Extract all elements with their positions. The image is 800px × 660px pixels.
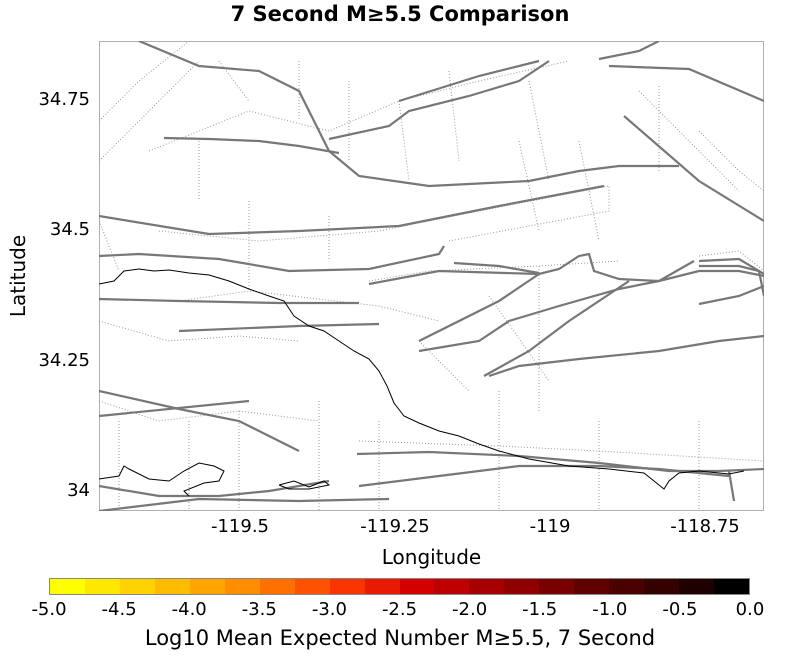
colorbar-swatch — [224, 579, 260, 594]
colorbar-swatch — [644, 579, 680, 594]
colorbar-swatch — [469, 579, 505, 594]
y-tick-label: 34 — [67, 480, 90, 501]
x-tick-label: -119.25 — [360, 516, 430, 537]
colorbar-swatch — [679, 579, 715, 594]
colorbar-swatch — [364, 579, 400, 594]
fault-outlines — [99, 41, 764, 511]
colorbar-tick-label: -3.5 — [241, 599, 277, 620]
x-axis-label: Longitude — [381, 545, 482, 569]
coastline — [99, 268, 745, 497]
colorbar-tick-label: -2.0 — [452, 599, 488, 620]
colorbar-tick-label: -2.5 — [381, 599, 418, 620]
colorbar-tick-label: -4.5 — [101, 599, 137, 620]
colorbar-tick-label: -5.0 — [31, 599, 67, 620]
y-tick-label: 34.25 — [38, 350, 90, 371]
colorbar-tick-label: -3.0 — [311, 599, 347, 620]
y-tick-label: 34.5 — [49, 219, 90, 240]
colorbar-swatch — [50, 579, 85, 594]
colorbar — [49, 578, 750, 595]
map-plot-area — [99, 41, 764, 511]
colorbar-swatch — [504, 579, 540, 594]
colorbar-swatch — [189, 579, 225, 594]
colorbar-swatch — [399, 579, 435, 594]
colorbar-swatch — [259, 579, 295, 594]
fault-traces — [99, 41, 764, 511]
colorbar-tick-label: -0.5 — [662, 599, 698, 620]
colorbar-tick-label: 0.0 — [735, 599, 765, 620]
x-tick-label: -118.75 — [670, 516, 740, 537]
fault-map — [99, 41, 764, 511]
colorbar-label: Log10 Mean Expected Number M≥5.5, 7 Seco… — [144, 626, 656, 650]
colorbar-swatch — [714, 579, 750, 594]
colorbar-tick-label: -1.0 — [592, 599, 628, 620]
colorbar-tick-label: -1.5 — [522, 599, 558, 620]
y-axis-label: Latitude — [6, 234, 30, 318]
colorbar-swatch — [539, 579, 575, 594]
colorbar-swatch — [84, 579, 120, 594]
colorbar-swatch — [154, 579, 190, 594]
colorbar-swatch — [329, 579, 365, 594]
chart-title: 7 Second M≥5.5 Comparison — [230, 2, 570, 26]
colorbar-tick-label: -4.0 — [171, 599, 207, 620]
y-tick-label: 34.75 — [38, 89, 90, 110]
colorbar-swatch — [434, 579, 470, 594]
colorbar-swatch — [609, 579, 645, 594]
x-tick-label: -119 — [529, 516, 571, 537]
colorbar-swatch — [119, 579, 155, 594]
colorbar-swatch — [574, 579, 610, 594]
x-tick-label: -119.5 — [210, 516, 270, 537]
colorbar-swatch — [294, 579, 330, 594]
